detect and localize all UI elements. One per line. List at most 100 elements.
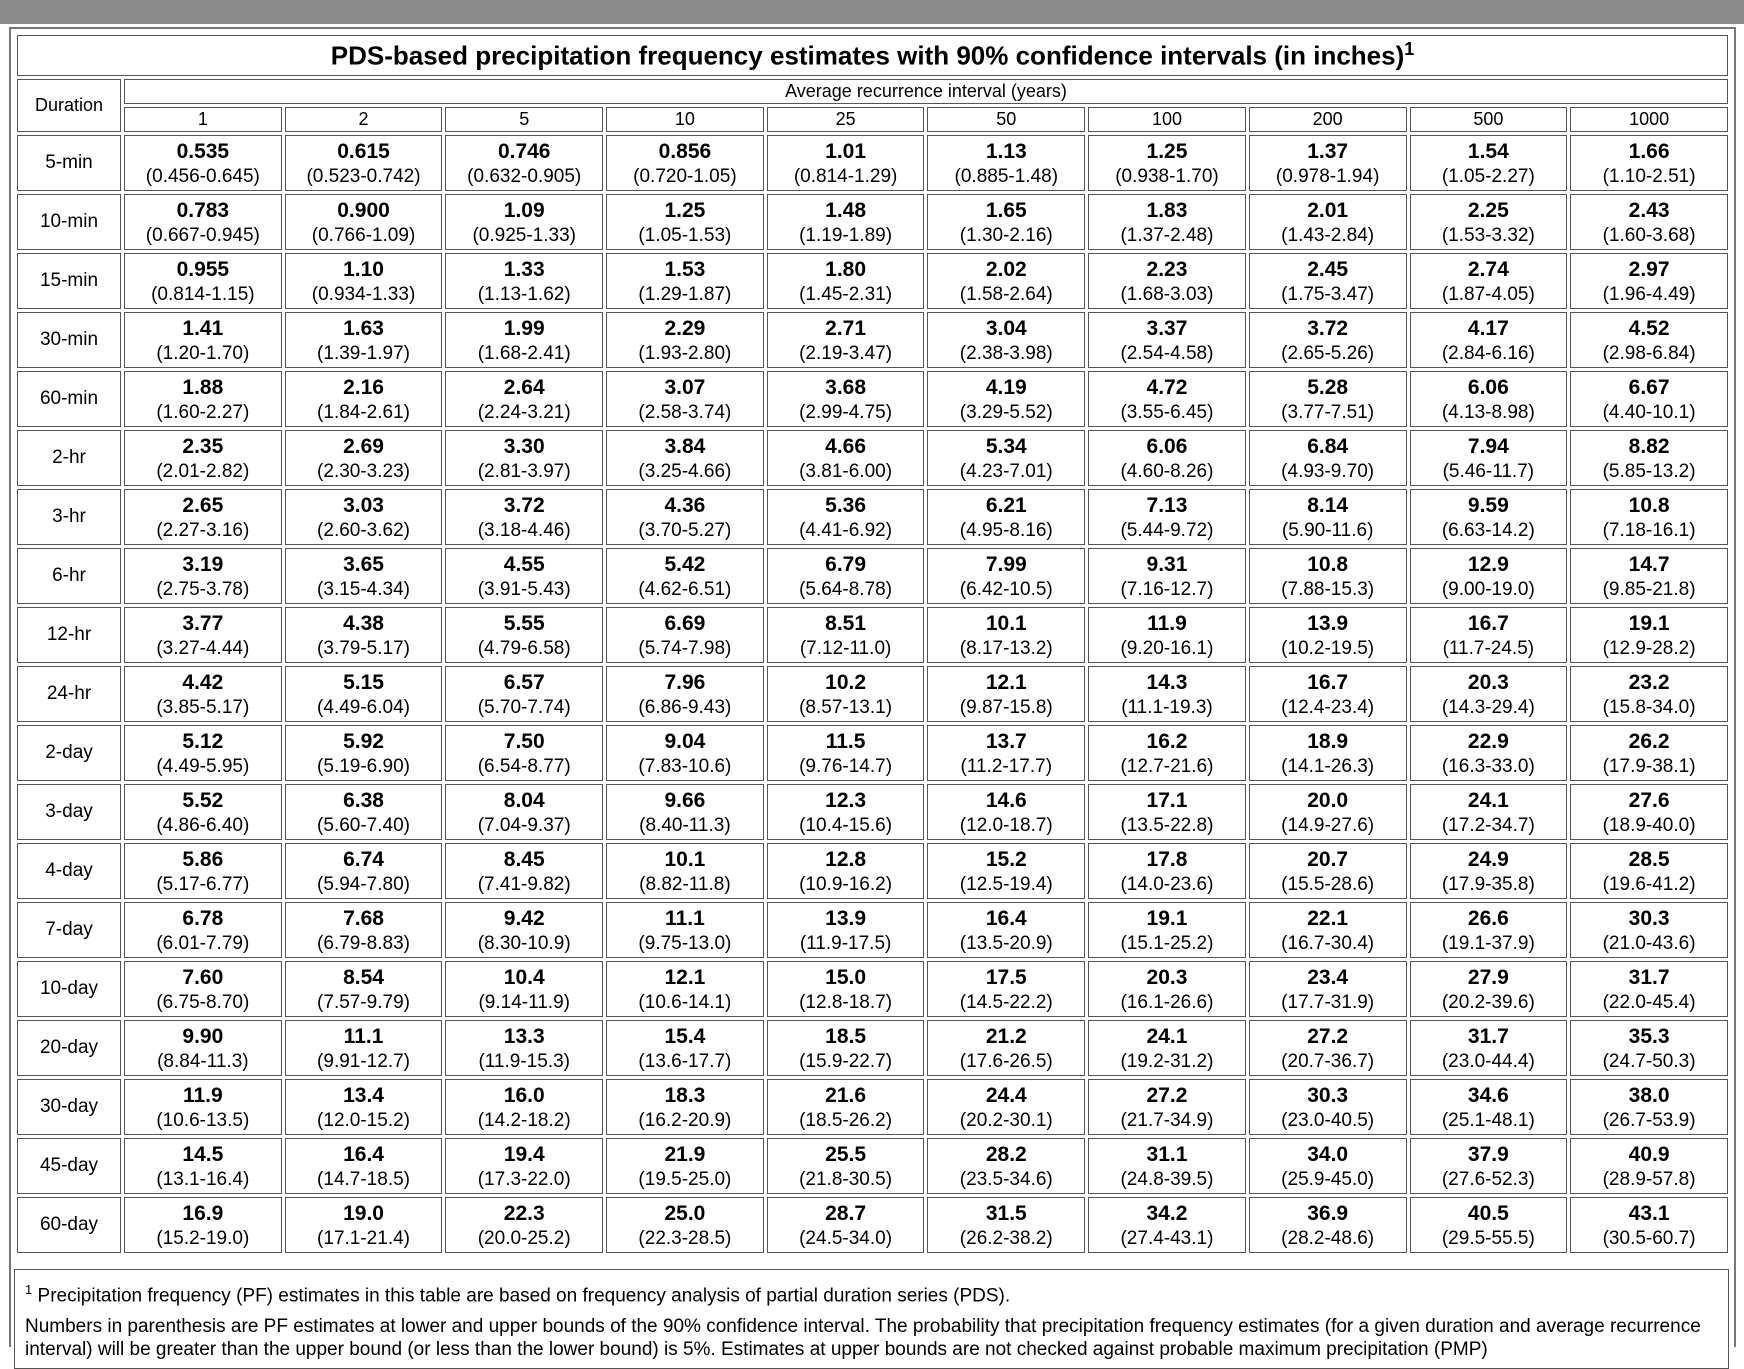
- estimate-cell: 1.88 (1.60-2.27): [124, 371, 282, 427]
- estimate: 1.33: [503, 257, 545, 281]
- confidence-interval: (13.5-22.8): [1120, 814, 1214, 836]
- estimate: 9.66: [664, 788, 706, 812]
- estimate: 2.97: [1628, 257, 1670, 281]
- confidence-interval: (5.44-9.72): [1120, 519, 1214, 541]
- estimate: 5.52: [182, 788, 224, 812]
- confidence-interval: (0.925-1.33): [472, 224, 576, 246]
- estimate: 6.57: [503, 670, 545, 694]
- estimate-cell: 9.42 (8.30-10.9): [445, 902, 604, 958]
- estimate: 2.25: [1467, 198, 1509, 222]
- estimate: 6.06: [1146, 434, 1188, 458]
- estimate: 22.9: [1467, 729, 1509, 753]
- table-row: 4-day 5.86 (5.17-6.77) 6.74 (5.94-7.80) 8.45(…: [17, 843, 1728, 899]
- confidence-interval: (4.95-8.16): [959, 519, 1053, 541]
- estimate: 6.06: [1467, 375, 1509, 399]
- confidence-interval: (16.3-33.0): [1441, 755, 1535, 777]
- duration-cell: 7-day: [17, 902, 121, 958]
- confidence-interval: (15.9-22.7): [799, 1050, 893, 1072]
- confidence-interval: (14.5-22.2): [959, 991, 1053, 1013]
- estimate-cell: 21.6 (18.5-26.2): [766, 1079, 925, 1135]
- confidence-interval: (15.2-19.0): [156, 1227, 250, 1249]
- confidence-interval: (1.87-4.05): [1441, 283, 1535, 305]
- confidence-interval: (2.81-3.97): [477, 460, 571, 482]
- estimate-cell: 11.1 (9.75-13.0): [606, 902, 764, 958]
- estimate-cell: 7.96 (6.86-9.43): [606, 666, 764, 722]
- estimate: 36.9: [1307, 1201, 1349, 1225]
- estimate: 26.6: [1467, 906, 1509, 930]
- estimate-cell: 0.746 (0.632-0.905): [445, 135, 604, 191]
- estimate-cell: 9.31 (7.16-12.7): [1088, 548, 1246, 604]
- table-row: 30-day 11.9 (10.6-13.5) 13.4 (12.0-15.2) 16.0…: [17, 1079, 1728, 1135]
- confidence-interval: (17.9-35.8): [1441, 873, 1535, 895]
- confidence-interval: (17.6-26.5): [959, 1050, 1053, 1072]
- estimate-cell: 4.36 (3.70-5.27): [606, 489, 764, 545]
- confidence-interval: (1.43-2.84): [1281, 224, 1375, 246]
- column-header: 1000: [1570, 107, 1728, 132]
- interval-header: Average recurrence interval (years): [124, 79, 1728, 104]
- estimate: 2.65: [182, 493, 224, 517]
- estimate-cell: 6.69 (5.74-7.98): [606, 607, 764, 663]
- estimate-cell: 23.2 (15.8-34.0): [1570, 666, 1728, 722]
- estimate-cell: 36.9 (28.2-48.6): [1248, 1197, 1407, 1253]
- confidence-interval: (4.49-5.95): [156, 755, 250, 777]
- estimate: 13.4: [343, 1083, 384, 1107]
- estimate-cell: 30.3 (21.0-43.6): [1570, 902, 1728, 958]
- confidence-interval: (18.9-40.0): [1602, 814, 1696, 836]
- column-header: 2: [284, 107, 443, 132]
- confidence-interval: (4.79-6.58): [477, 637, 571, 659]
- estimate: 31.7: [1628, 965, 1670, 989]
- estimate-cell: 22.9 (16.3-33.0): [1409, 725, 1568, 781]
- confidence-interval: (14.0-23.6): [1120, 873, 1214, 895]
- estimate-cell: 13.9 (11.9-17.5): [766, 902, 925, 958]
- estimate: 15.0: [825, 965, 867, 989]
- estimate-cell: 9.66 (8.40-11.3): [606, 784, 764, 840]
- estimate-cell: 1.01 (0.814-1.29): [766, 135, 925, 191]
- confidence-interval: (14.2-18.2): [477, 1109, 571, 1131]
- estimate: 2.71: [825, 316, 867, 340]
- confidence-interval: (4.62-6.51): [638, 578, 732, 600]
- estimate-cell: 6.06 (4.60-8.26): [1088, 430, 1246, 486]
- estimate: 16.2: [1146, 729, 1188, 753]
- estimate-cell: 7.60 (6.75-8.70): [124, 961, 282, 1017]
- estimate: 2.35: [182, 434, 224, 458]
- confidence-interval: (8.17-13.2): [959, 637, 1053, 659]
- estimate-cell: 0.900 (0.766-1.09): [284, 194, 443, 250]
- confidence-interval: (1.13-1.62): [477, 283, 571, 305]
- estimate-cell: 11.1 (9.91-12.7): [284, 1020, 443, 1076]
- confidence-interval: (10.2-19.5): [1281, 637, 1375, 659]
- confidence-interval: (0.523-0.742): [306, 165, 421, 187]
- confidence-interval: (15.1-25.2): [1120, 932, 1214, 954]
- estimate-cell: 24.4 (20.2-30.1): [927, 1079, 1086, 1135]
- estimate-cell: 12.1 (10.6-14.1): [606, 961, 764, 1017]
- estimate-cell: 2.43 (1.60-3.68): [1570, 194, 1728, 250]
- footnote-text-2: Numbers in parenthesis are PF estimates …: [25, 1316, 1701, 1361]
- confidence-interval: (4.13-8.98): [1441, 401, 1535, 423]
- estimate: 2.69: [343, 434, 384, 458]
- estimate-cell: 14.7 (9.85-21.8): [1570, 548, 1728, 604]
- confidence-interval: (7.16-12.7): [1120, 578, 1214, 600]
- estimate: 6.38: [343, 788, 384, 812]
- estimate: 5.28: [1307, 375, 1349, 399]
- confidence-interval: (27.4-43.1): [1120, 1227, 1214, 1249]
- estimate: 19.1: [1146, 906, 1188, 930]
- estimate: 16.0: [503, 1083, 545, 1107]
- confidence-interval: (6.86-9.43): [638, 696, 732, 718]
- confidence-interval: (21.0-43.6): [1602, 932, 1696, 954]
- confidence-interval: (5.94-7.80): [317, 873, 410, 895]
- confidence-interval: (14.9-27.6): [1281, 814, 1375, 836]
- duration-cell: 24-hr: [17, 666, 121, 722]
- estimate-cell: 11.9 (10.6-13.5): [124, 1079, 282, 1135]
- estimate-cell: 2.65 (2.27-3.16): [124, 489, 282, 545]
- confidence-interval: (8.57-13.1): [799, 696, 893, 718]
- estimate-cell: 3.04 (2.38-3.98): [927, 312, 1086, 368]
- estimate: 21.9: [664, 1142, 706, 1166]
- estimate: 13.7: [985, 729, 1027, 753]
- estimate-cell: 35.3 (24.7-50.3): [1570, 1020, 1728, 1076]
- estimate-cell: 14.6 (12.0-18.7): [927, 784, 1086, 840]
- confidence-interval: (5.64-8.78): [799, 578, 893, 600]
- estimate-cell: 6.57 (5.70-7.74): [445, 666, 604, 722]
- duration-cell: 6-hr: [17, 548, 121, 604]
- estimate-cell: 6.79 (5.64-8.78): [766, 548, 925, 604]
- confidence-interval: (7.41-9.82): [477, 873, 571, 895]
- confidence-interval: (7.18-16.1): [1602, 519, 1696, 541]
